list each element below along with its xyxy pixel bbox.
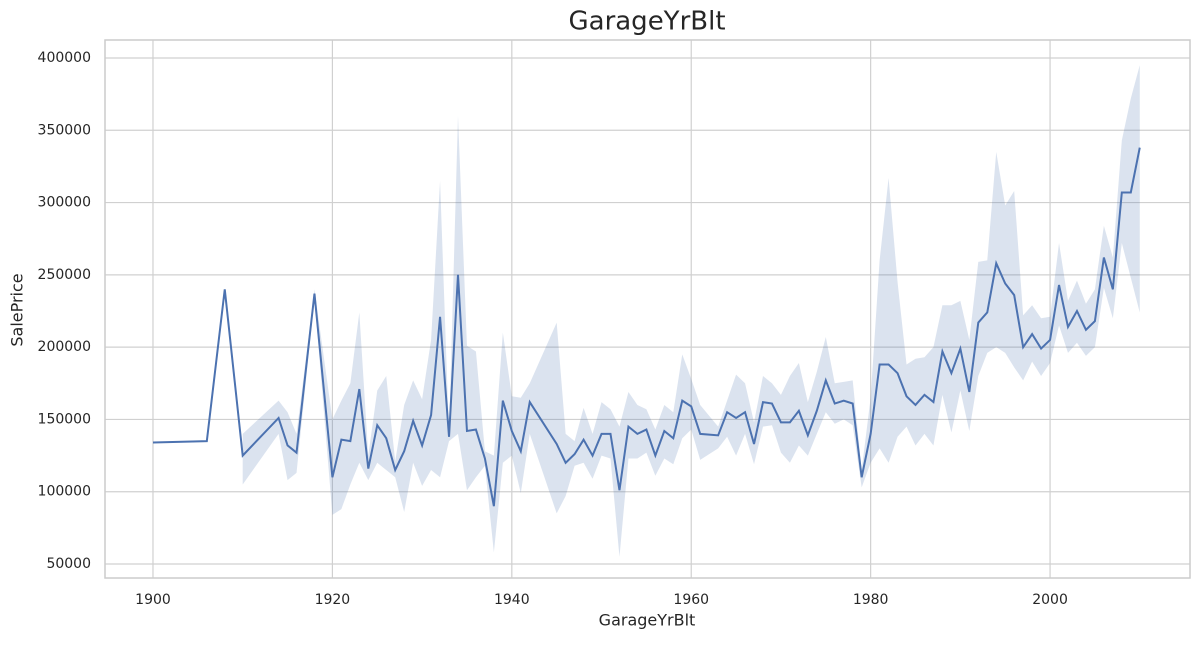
chart-title: GarageYrBlt: [568, 7, 725, 37]
x-tick-label: 1960: [673, 592, 709, 608]
y-axis-label: SalePrice: [8, 273, 27, 346]
y-tick-label: 150000: [38, 411, 91, 427]
y-tick-label: 200000: [38, 339, 91, 355]
line: [152, 147, 1141, 507]
x-tick-label: 1940: [494, 592, 530, 608]
x-axis-label: GarageYrBlt: [599, 611, 696, 630]
x-tick-label: 1980: [853, 592, 889, 608]
plot-frame: [104, 39, 1191, 579]
y-tick-label: 400000: [38, 50, 91, 66]
y-tick-label: 250000: [38, 267, 91, 283]
x-tick-label: 1920: [315, 592, 351, 608]
confidence-band: [242, 65, 1140, 557]
x-tick-label: 1900: [135, 592, 171, 608]
y-tick-label: 300000: [38, 195, 91, 211]
y-tick-label: 50000: [46, 556, 91, 572]
x-tick-label: 2000: [1032, 592, 1068, 608]
y-tick-label: 100000: [38, 484, 91, 500]
y-tick-label: 350000: [38, 122, 91, 138]
